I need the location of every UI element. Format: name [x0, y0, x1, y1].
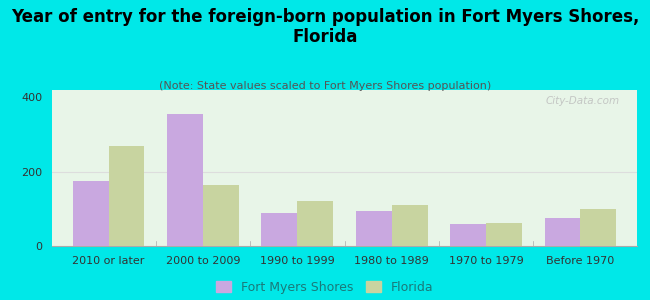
- Bar: [167, 114, 203, 246]
- Bar: [545, 218, 580, 246]
- Bar: [392, 205, 428, 246]
- Bar: [73, 181, 109, 246]
- Bar: [580, 209, 616, 246]
- Bar: [203, 185, 239, 246]
- Text: Year of entry for the foreign-born population in Fort Myers Shores,
Florida: Year of entry for the foreign-born popul…: [11, 8, 639, 46]
- Text: City-Data.com: City-Data.com: [545, 96, 619, 106]
- Bar: [356, 211, 392, 246]
- Bar: [109, 146, 144, 246]
- Bar: [297, 201, 333, 246]
- Bar: [486, 223, 522, 246]
- Bar: [450, 224, 486, 246]
- Legend: Fort Myers Shores, Florida: Fort Myers Shores, Florida: [216, 281, 434, 294]
- Text: (Note: State values scaled to Fort Myers Shores population): (Note: State values scaled to Fort Myers…: [159, 81, 491, 91]
- Bar: [261, 213, 297, 246]
